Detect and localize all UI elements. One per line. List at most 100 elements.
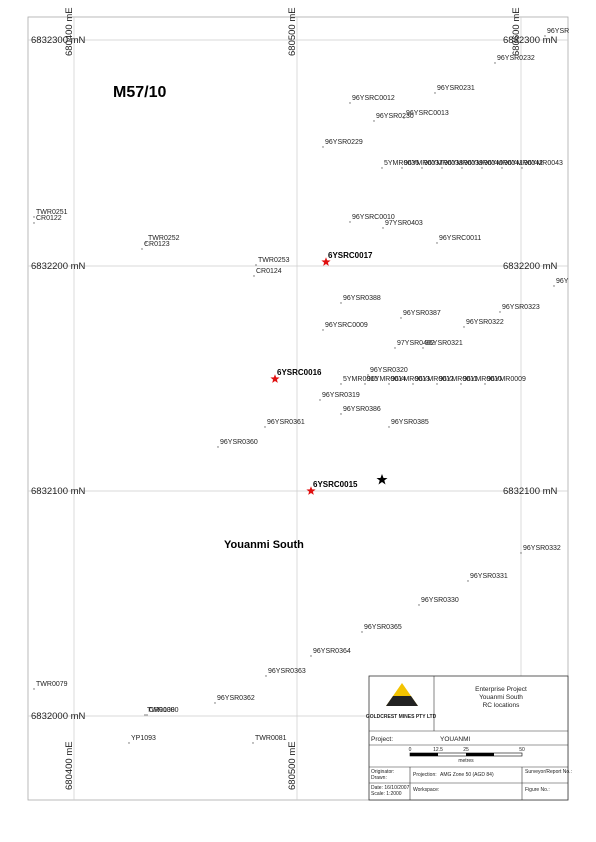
drillhole-label: 96YMR0014	[367, 376, 406, 383]
target-star	[321, 257, 331, 266]
drillhole-label: 96YSR0322	[466, 319, 504, 326]
drillhole-label: 96YSR0331	[470, 573, 508, 580]
drillhole-label: 96YSR0364	[313, 648, 351, 655]
drillhole	[418, 604, 420, 606]
drillhole	[403, 117, 405, 119]
easting-label: 680400 mE	[64, 741, 75, 790]
scale-unit: metres	[458, 758, 474, 764]
drillhole-label: 96YSR0385	[391, 419, 429, 426]
target-label: 6YSRC0017	[328, 251, 373, 260]
drillhole-label: 96YSR0230	[376, 113, 414, 120]
drillhole	[544, 35, 546, 37]
northing-label: 6832100 mN	[31, 486, 86, 497]
drillhole	[501, 167, 503, 169]
drillhole	[367, 374, 369, 376]
field-label: Scale: 1:2000	[371, 791, 402, 797]
drillhole-label: 97YSR0403	[385, 220, 423, 227]
drillhole	[252, 742, 254, 744]
drillhole	[340, 413, 342, 415]
drillhole-label: CR0124	[256, 268, 282, 275]
drillhole	[401, 167, 403, 169]
drillhole-label: 97YSR0402	[397, 340, 435, 347]
drillhole	[33, 688, 35, 690]
drillhole-label: 96YMR0010	[463, 376, 502, 383]
drillhole-label: 96YMR0040	[464, 160, 503, 167]
drillhole-label: CR0122	[36, 215, 62, 222]
drillhole-label: 96YSR0388	[343, 295, 381, 302]
marker	[376, 474, 388, 485]
field-label: Projection:	[413, 772, 437, 778]
scale-tick: 0	[409, 747, 412, 753]
grid	[28, 17, 568, 800]
drillhole	[322, 329, 324, 331]
drillhole	[421, 167, 423, 169]
drillhole-label: 96YSR0321	[425, 340, 463, 347]
easting-label: 680500 mE	[287, 741, 298, 790]
drillhole-label: 96YMR0039	[444, 160, 483, 167]
northing-label: 6832300 mN	[503, 35, 558, 46]
drillhole	[412, 383, 414, 385]
title-block	[368, 675, 569, 801]
drillhole	[373, 120, 375, 122]
drillhole-label: 96Y	[556, 278, 569, 285]
drillhole	[422, 347, 424, 349]
drillhole	[349, 221, 351, 223]
field-label: Project:	[371, 736, 393, 743]
drillhole	[484, 383, 486, 385]
drillhole	[340, 302, 342, 304]
drillhole	[264, 426, 266, 428]
drillhole	[436, 383, 438, 385]
drillhole	[460, 383, 462, 385]
drillhole	[255, 264, 257, 266]
drillhole	[319, 399, 321, 401]
drillhole-label: 96YSR0320	[370, 367, 408, 374]
easting-label: 680400 mE	[64, 7, 75, 56]
drillhole-label: 96YMR0009	[487, 376, 526, 383]
drillhole	[217, 446, 219, 448]
drillhole	[553, 285, 555, 287]
drillhole-label: 96YSR0332	[523, 545, 561, 552]
drillhole	[144, 714, 146, 716]
drillhole	[388, 426, 390, 428]
drillhole	[400, 317, 402, 319]
field-label: Workspace:	[413, 787, 439, 793]
field-label: Originator:	[371, 769, 394, 775]
field-label: Surveyor/Report No.:	[525, 769, 572, 775]
easting-label: 680500 mE	[287, 7, 298, 56]
target-label: 6YSRC0015	[313, 480, 358, 489]
drillhole-label: 96YSR0361	[267, 419, 305, 426]
easting-label: 680600 mE	[511, 7, 522, 56]
heading: RC locations	[483, 702, 521, 709]
drillhole-label: CR0130	[149, 707, 175, 714]
drillhole	[265, 675, 267, 677]
field-label: Figure No.:	[525, 787, 550, 793]
drillhole-label: YP1093	[131, 735, 156, 742]
drillhole	[33, 216, 35, 218]
field-value: AMG Zone 50 (AGD 84)	[440, 772, 494, 778]
target-star	[270, 374, 280, 383]
northing-label: 6832100 mN	[503, 486, 558, 497]
drillhole-label: 96YSR0387	[403, 310, 441, 317]
drillhole	[33, 222, 35, 224]
frame	[27, 16, 569, 801]
drillhole-label: 96YSRC0013	[406, 110, 449, 117]
drillhole-label: 96YSRC0011	[439, 235, 481, 242]
drillhole-label: 96YMR0042	[504, 160, 543, 167]
drillhole-label: TWR0081	[255, 735, 287, 742]
drillhole	[322, 146, 324, 148]
drillhole-label: 96YSR0319	[322, 392, 360, 399]
northing-label: 6832300 mN	[31, 35, 86, 46]
area-label: Youanmi South	[224, 539, 304, 551]
drillhole	[521, 167, 523, 169]
drillhole-label: 96YSR	[547, 28, 569, 35]
drillhole-label: 96YSR0231	[437, 85, 475, 92]
drillhole-label: 96YSR0365	[364, 624, 402, 631]
drillhole-label: TWR0079	[36, 681, 68, 688]
drillhole	[463, 326, 465, 328]
heading: Enterprise Project	[475, 686, 527, 693]
heading: Youanmi South	[479, 694, 523, 701]
target-star	[306, 486, 316, 495]
drillhole-label: TWR0251	[36, 209, 68, 216]
drillhole-label: CR0123	[144, 241, 170, 248]
